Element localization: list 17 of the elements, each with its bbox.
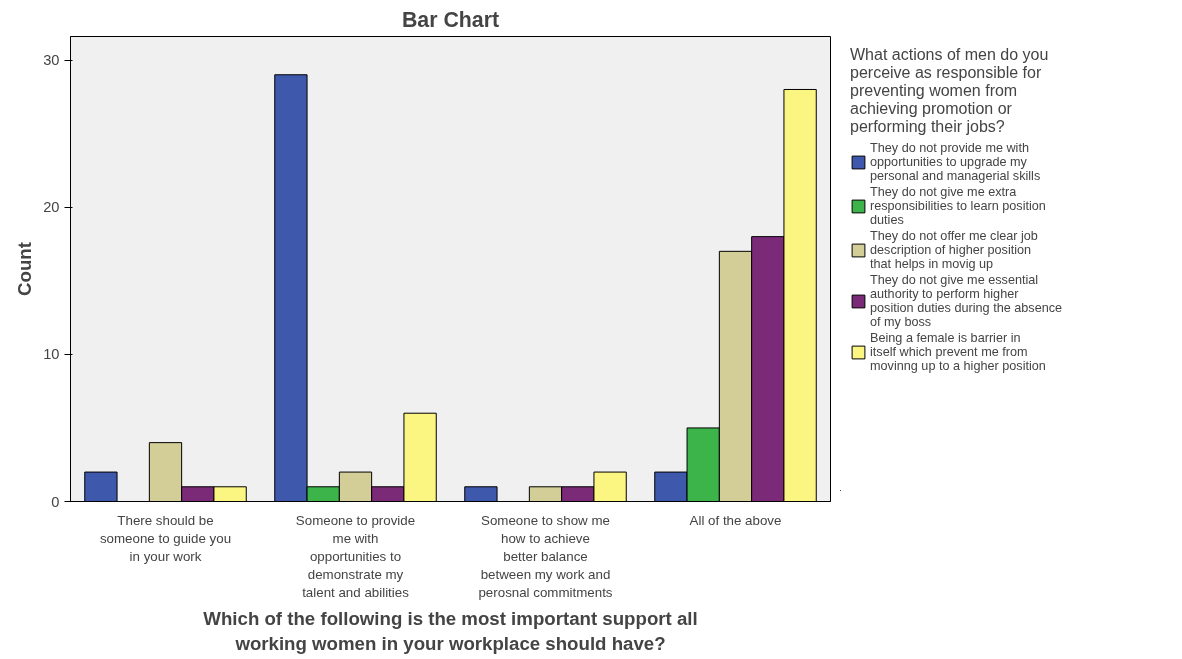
chart-title: Bar Chart — [401, 7, 500, 32]
legend-label: Being a female is barrier in itself which prevent me from movinng up to a higher position — [870, 331, 1046, 373]
y-tick-label: 0 — [51, 493, 60, 510]
legend-label: They do not give me essential authority to perform higher position duties during the absence of my boss — [870, 273, 1063, 329]
legend-label: They do not give me extra responsibilities to learn position duties — [870, 185, 1046, 227]
y-axis-title: Count — [14, 242, 36, 296]
x-axis-title: Which of the following is the most important support all working women in your workplace should have? — [203, 607, 698, 654]
x-tick-label: Someone to provide me with opportunities to demonstrate my talent and abilities — [295, 512, 416, 600]
y-tick-label: 30 — [43, 52, 60, 69]
x-tick-label: There should be someone to guide you in your work — [99, 512, 232, 564]
legend-title: What actions of men do you perceive as responsible for preventing women from achieving promotion or performing their jobs? — [850, 46, 1050, 136]
y-tick-label: 20 — [43, 199, 60, 216]
x-tick-label: Someone to show me how to achieve better balance between my work and perosnal commitments — [478, 512, 613, 600]
x-tick-label: All of the above — [689, 512, 782, 528]
legend-label: They do not offer me clear job description of higher position that helps in movig up — [870, 229, 1038, 271]
y-tick-label: 10 — [43, 346, 60, 363]
legend-label: They do not provide me with opportunities to upgrade my personal and managerial skills — [870, 141, 1041, 183]
